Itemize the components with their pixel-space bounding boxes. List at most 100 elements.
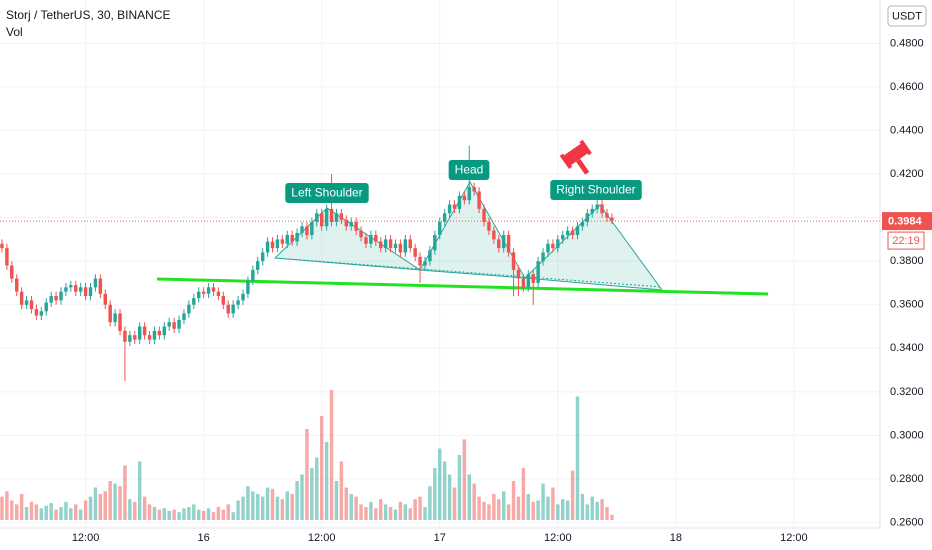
x-tick-label: 12:00 <box>308 532 336 544</box>
volume-bar <box>182 508 186 520</box>
candle-body <box>251 269 255 281</box>
candle-body <box>98 278 103 294</box>
volume-bar <box>93 487 98 520</box>
volume-bar <box>565 500 570 520</box>
candle-body <box>83 287 88 297</box>
candle-body <box>280 239 285 244</box>
annotation-box <box>285 183 369 203</box>
volume-layer <box>0 390 614 520</box>
candle-body <box>388 239 393 249</box>
candle-body <box>275 239 280 249</box>
candle-body <box>177 319 181 329</box>
volume-bar <box>383 504 388 520</box>
x-tick-label: 16 <box>198 532 210 544</box>
candle-body <box>551 243 555 249</box>
candle-body <box>221 296 226 305</box>
volume-bar <box>580 494 585 520</box>
volume-bar <box>315 457 319 520</box>
volume-bar <box>511 481 516 520</box>
grid <box>0 0 880 528</box>
volume-bar <box>290 494 294 520</box>
y-tick-label: 0.3000 <box>890 429 924 441</box>
volume-bar <box>231 512 235 520</box>
candle-body <box>54 296 58 301</box>
candle-body <box>133 335 137 340</box>
currency-box[interactable] <box>887 5 927 27</box>
candle-body <box>305 226 309 236</box>
volume-bar <box>556 504 560 520</box>
countdown-box <box>887 231 925 250</box>
volume-bar <box>29 501 34 520</box>
volume-bar <box>349 494 353 520</box>
volume-bar <box>49 503 53 520</box>
candle-body <box>0 243 4 249</box>
volume-bar <box>506 504 511 520</box>
volume-bar <box>541 483 545 520</box>
volume-bar <box>39 508 44 520</box>
annotation-box <box>550 180 642 200</box>
volume-bar <box>433 468 437 520</box>
candle-body <box>15 278 19 292</box>
candle-body <box>147 335 152 340</box>
volume-bar <box>206 508 211 520</box>
volume-bar <box>157 509 162 520</box>
candle-body <box>231 304 235 314</box>
volume-bar <box>187 507 191 520</box>
volume-bar <box>280 499 285 520</box>
candle-body <box>359 230 363 238</box>
volume-bar <box>152 507 157 520</box>
volume-bar <box>359 504 363 520</box>
candle-body <box>487 221 491 231</box>
candle-body <box>580 221 585 227</box>
candle-body <box>172 322 176 329</box>
candle-body <box>497 239 501 249</box>
volume-bar <box>590 496 594 520</box>
volume-bar <box>442 461 447 520</box>
volume-bar <box>83 500 88 520</box>
neckline <box>156 277 769 296</box>
candle-body <box>462 195 467 201</box>
candle-body <box>310 221 314 236</box>
candle-body <box>408 239 412 249</box>
candle-body <box>561 235 565 240</box>
candle-body <box>39 311 44 316</box>
volume-bar <box>452 487 457 520</box>
candle-body <box>457 195 462 209</box>
candle-body <box>433 235 437 251</box>
candle-body <box>182 313 186 320</box>
volume-bar <box>10 500 14 520</box>
volume-bar <box>551 487 555 520</box>
candle-body <box>108 304 112 323</box>
volume-bar <box>438 448 442 520</box>
candle-body <box>270 241 275 249</box>
candle-body <box>10 265 14 279</box>
candle-body <box>383 239 388 249</box>
candle-body <box>78 287 83 292</box>
volume-bar <box>177 512 181 520</box>
annotation-label: Left Shoulder <box>291 186 362 200</box>
head-shape <box>419 180 526 279</box>
volume-bar <box>570 470 575 520</box>
candle-body <box>595 204 599 209</box>
volume-bar <box>492 494 496 520</box>
candle-body <box>521 278 526 288</box>
annotation-label: Right Shoulder <box>556 183 635 197</box>
volume-bar <box>354 496 358 520</box>
candle-body <box>167 322 171 327</box>
candle-body <box>482 208 486 222</box>
y-tick-label: 0.2600 <box>890 516 924 528</box>
candle-body <box>162 326 167 336</box>
candle-body <box>423 261 427 266</box>
candle-body <box>585 213 590 222</box>
volume-bar <box>54 509 58 520</box>
volume-bar <box>246 486 250 520</box>
axis-layer: 0.2600 0.2800 0.3000 0.3200 0.3400 0.3600 0.38… <box>72 37 924 544</box>
y-tick-label: 0.3400 <box>890 342 924 354</box>
candle-body <box>319 213 324 227</box>
volume-bar <box>123 465 127 520</box>
candle-body <box>236 300 240 305</box>
volume-bar <box>418 496 422 520</box>
candle-body <box>216 291 221 297</box>
volume-bar <box>595 501 599 520</box>
volume-bar <box>98 494 103 520</box>
